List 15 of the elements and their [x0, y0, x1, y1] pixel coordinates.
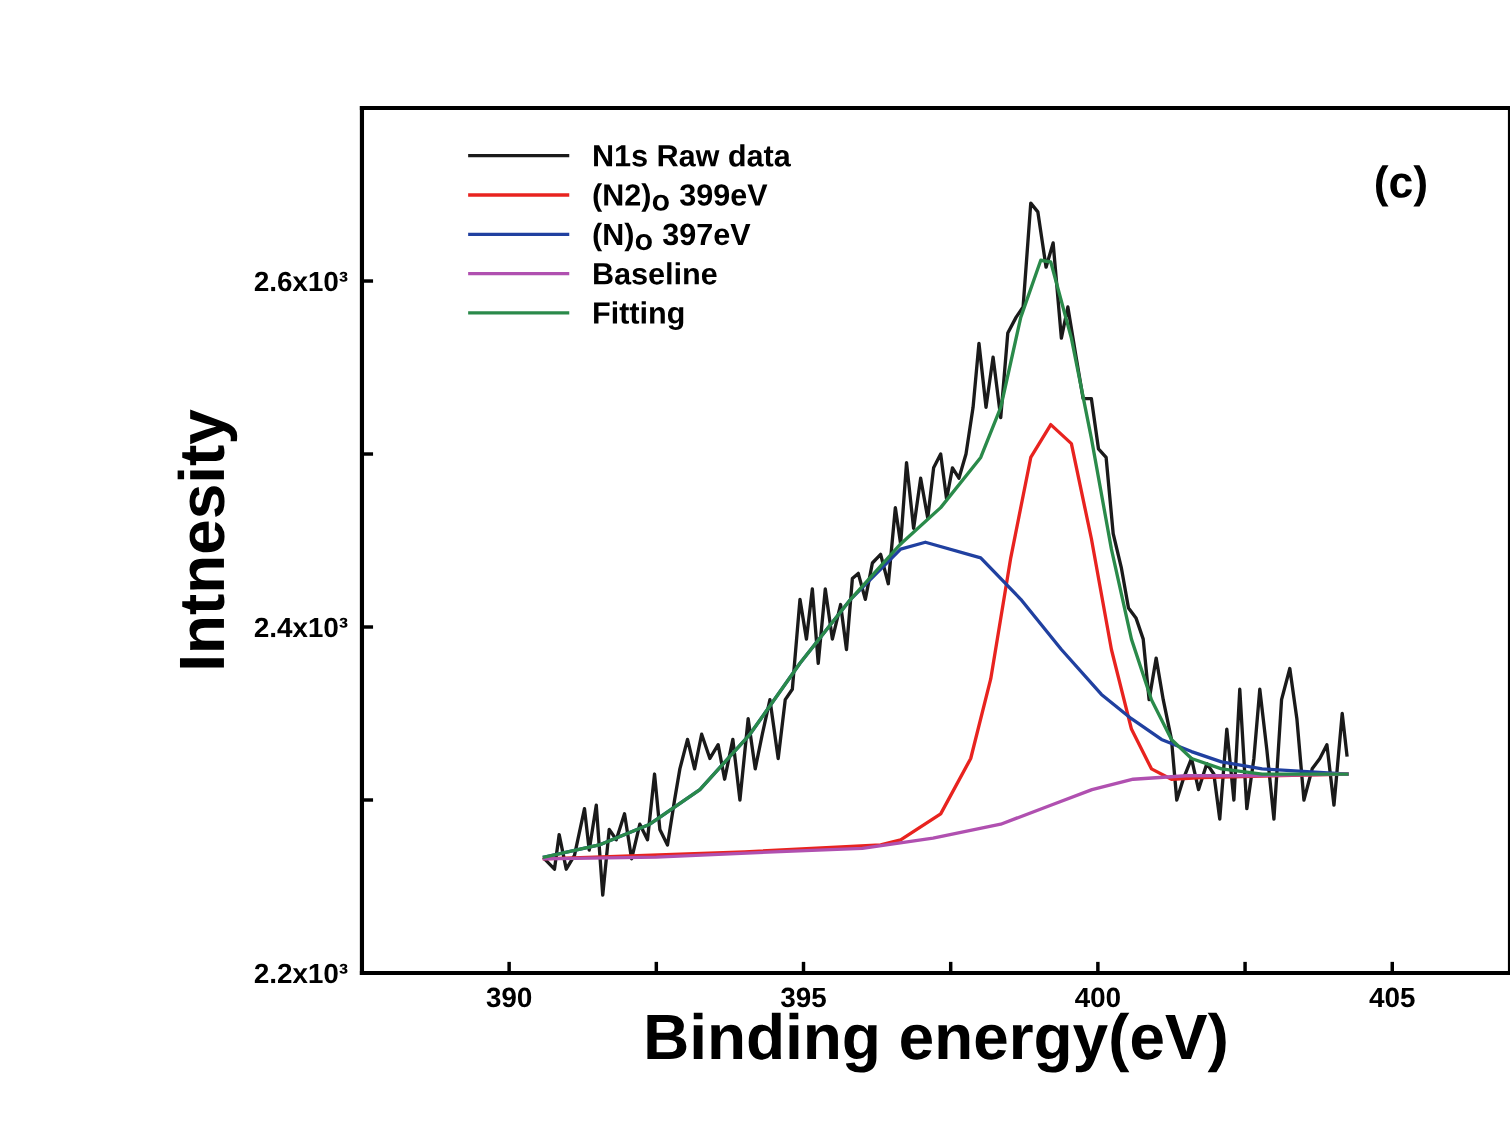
legend-label: (N2)$_{O}$ 399eV [593, 183, 768, 212]
legend-label: Baseline [594, 262, 717, 285]
x-tick-label: 390 [486, 987, 532, 1008]
x-axis-title: Binding energy(eV) [647, 1012, 1226, 1073]
x-tick-label: 400 [1075, 987, 1120, 1008]
x-tick-label: 405 [1369, 987, 1415, 1008]
legend-label: (N)$_{O}$ 397eV [593, 222, 751, 252]
y-tick-label: 2.2x10³ [254, 963, 348, 984]
y-axis-title: Intnesity [177, 409, 238, 668]
y-tick-label: 2.6x10³ [254, 271, 348, 292]
x-tick-label: 395 [780, 987, 826, 1008]
legend-label: Fitting [594, 301, 684, 330]
annotation: (c) [1375, 165, 1426, 207]
y-tick-label: 2.4x10³ [254, 617, 348, 638]
legend-label: N1s Raw data [594, 144, 791, 167]
